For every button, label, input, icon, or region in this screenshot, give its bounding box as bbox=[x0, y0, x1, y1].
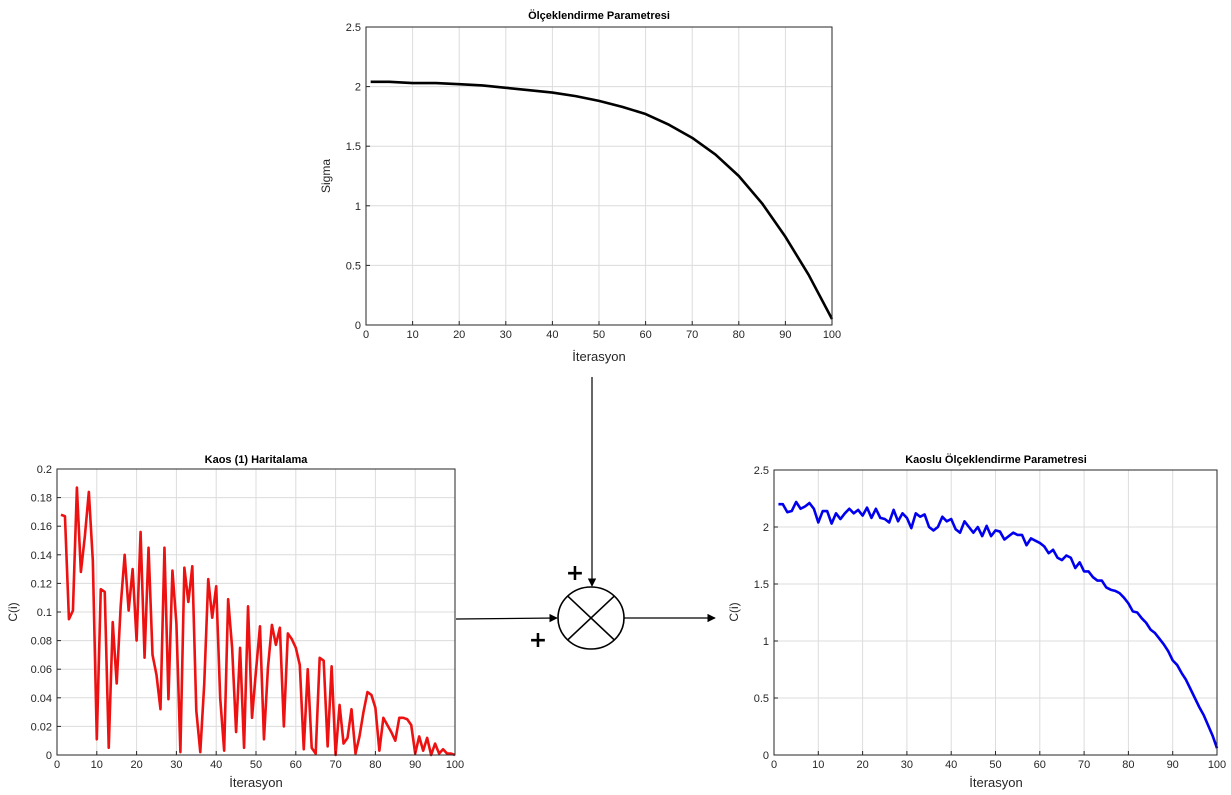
y-tick-label: 0.08 bbox=[31, 636, 52, 648]
series-layer bbox=[778, 500, 1219, 749]
x-tick-label: 0 bbox=[771, 759, 777, 771]
x-tick-label: 10 bbox=[91, 759, 103, 771]
y-tick-label: 0.5 bbox=[754, 693, 769, 705]
y-tick-label: 0 bbox=[46, 750, 52, 762]
multiplier-cross-line bbox=[567, 595, 615, 641]
x-tick-label: 20 bbox=[856, 759, 868, 771]
y-axis-label: C(i) bbox=[727, 602, 741, 621]
y-tick-label: 0.2 bbox=[37, 464, 52, 476]
y-tick-label: 0 bbox=[763, 750, 769, 762]
x-tick-label: 50 bbox=[593, 329, 605, 341]
chart-title: Kaos (1) Haritalama bbox=[205, 454, 309, 466]
x-tick-label: 30 bbox=[170, 759, 182, 771]
y-tick-label: 0.14 bbox=[31, 550, 52, 562]
x-tick-label: 40 bbox=[546, 329, 558, 341]
x-axis-label: İterasyon bbox=[572, 349, 625, 364]
y-tick-label: 1 bbox=[763, 636, 769, 648]
x-tick-label: 50 bbox=[989, 759, 1001, 771]
x-tick-label: 70 bbox=[1078, 759, 1090, 771]
y-axis-label: C(i) bbox=[6, 602, 20, 621]
chart-title: Kaoslu Ölçeklendirme Parametresi bbox=[905, 453, 1087, 466]
x-tick-label: 70 bbox=[329, 759, 341, 771]
y-tick-label: 1.5 bbox=[346, 141, 361, 153]
series-line bbox=[60, 486, 456, 757]
y-tick-label: 2 bbox=[355, 82, 361, 94]
series-line bbox=[778, 500, 1219, 749]
chart-title: Ölçeklendirme Parametresi bbox=[528, 9, 670, 22]
y-tick-label: 1.5 bbox=[754, 579, 769, 591]
x-tick-label: 90 bbox=[409, 759, 421, 771]
plus-sign-left: + bbox=[529, 628, 547, 653]
multiplier-block bbox=[557, 586, 625, 650]
grid bbox=[57, 469, 455, 755]
x-tick-label: 50 bbox=[250, 759, 262, 771]
x-tick-label: 100 bbox=[446, 759, 464, 771]
x-tick-label: 60 bbox=[290, 759, 302, 771]
y-tick-label: 0.04 bbox=[31, 693, 52, 705]
x-tick-label: 10 bbox=[812, 759, 824, 771]
y-tick-label: 0.5 bbox=[346, 260, 361, 272]
x-tick-label: 90 bbox=[1167, 759, 1179, 771]
series-layer bbox=[370, 80, 834, 320]
x-tick-label: 70 bbox=[686, 329, 698, 341]
x-tick-label: 20 bbox=[453, 329, 465, 341]
y-tick-label: 0 bbox=[355, 320, 361, 332]
x-axis-label: İterasyon bbox=[969, 775, 1022, 790]
x-tick-label: 10 bbox=[406, 329, 418, 341]
x-tick-label: 80 bbox=[733, 329, 745, 341]
x-axis-label: İterasyon bbox=[229, 775, 282, 790]
x-tick-label: 90 bbox=[779, 329, 791, 341]
series-line bbox=[370, 80, 834, 320]
y-tick-label: 0.06 bbox=[31, 664, 52, 676]
tick-labels: 0 10 20 30 40 50 60 70 80 90 100 0 0.02 0.04 0.06 0.08 0… bbox=[31, 464, 465, 771]
x-tick-label: 40 bbox=[210, 759, 222, 771]
x-tick-label: 0 bbox=[363, 329, 369, 341]
arrow-chaos-to-multiplier bbox=[455, 613, 558, 623]
grid bbox=[366, 27, 832, 325]
x-tick-label: 60 bbox=[639, 329, 651, 341]
y-tick-label: 2 bbox=[763, 522, 769, 534]
y-tick-label: 0.16 bbox=[31, 521, 52, 533]
y-tick-label: 1 bbox=[355, 201, 361, 213]
x-tick-label: 40 bbox=[945, 759, 957, 771]
y-tick-label: 2.5 bbox=[754, 465, 769, 477]
x-tick-label: 30 bbox=[901, 759, 913, 771]
x-tick-label: 80 bbox=[1122, 759, 1134, 771]
y-tick-label: 0.12 bbox=[31, 578, 52, 590]
x-tick-label: 0 bbox=[54, 759, 60, 771]
tick-labels: 0 10 20 30 40 50 60 70 80 90 100 0 0.5 1 1.5 2 2.5 bbox=[346, 22, 841, 341]
chart-sigma: Ölçeklendirme Parametresi 0 10 20 30 40 50 60 7… bbox=[319, 9, 841, 364]
y-tick-label: 0.1 bbox=[37, 607, 52, 619]
x-tick-label: 60 bbox=[1034, 759, 1046, 771]
x-tick-label: 100 bbox=[1208, 759, 1226, 771]
series-layer bbox=[60, 486, 456, 757]
chart-chaotic-scaling: Kaoslu Ölçeklendirme Parametresi 0 10 20 30… bbox=[727, 453, 1226, 790]
grid bbox=[774, 470, 1217, 755]
y-tick-label: 0.18 bbox=[31, 493, 52, 505]
x-tick-label: 100 bbox=[823, 329, 841, 341]
y-tick-label: 0.02 bbox=[31, 721, 52, 733]
x-tick-label: 20 bbox=[130, 759, 142, 771]
x-tick-label: 80 bbox=[369, 759, 381, 771]
y-tick-label: 2.5 bbox=[346, 22, 361, 34]
chart-chaos-map: Kaos (1) Haritalama 0 10 20 30 40 50 60 70 80 90 1… bbox=[6, 454, 464, 790]
plus-sign-top: + bbox=[566, 561, 584, 586]
x-tick-label: 30 bbox=[500, 329, 512, 341]
y-axis-label: Sigma bbox=[319, 159, 333, 193]
tick-labels: 0 10 20 30 40 50 60 70 80 90 100 0 0.5 1 1.5 2 2.5 bbox=[754, 465, 1226, 771]
